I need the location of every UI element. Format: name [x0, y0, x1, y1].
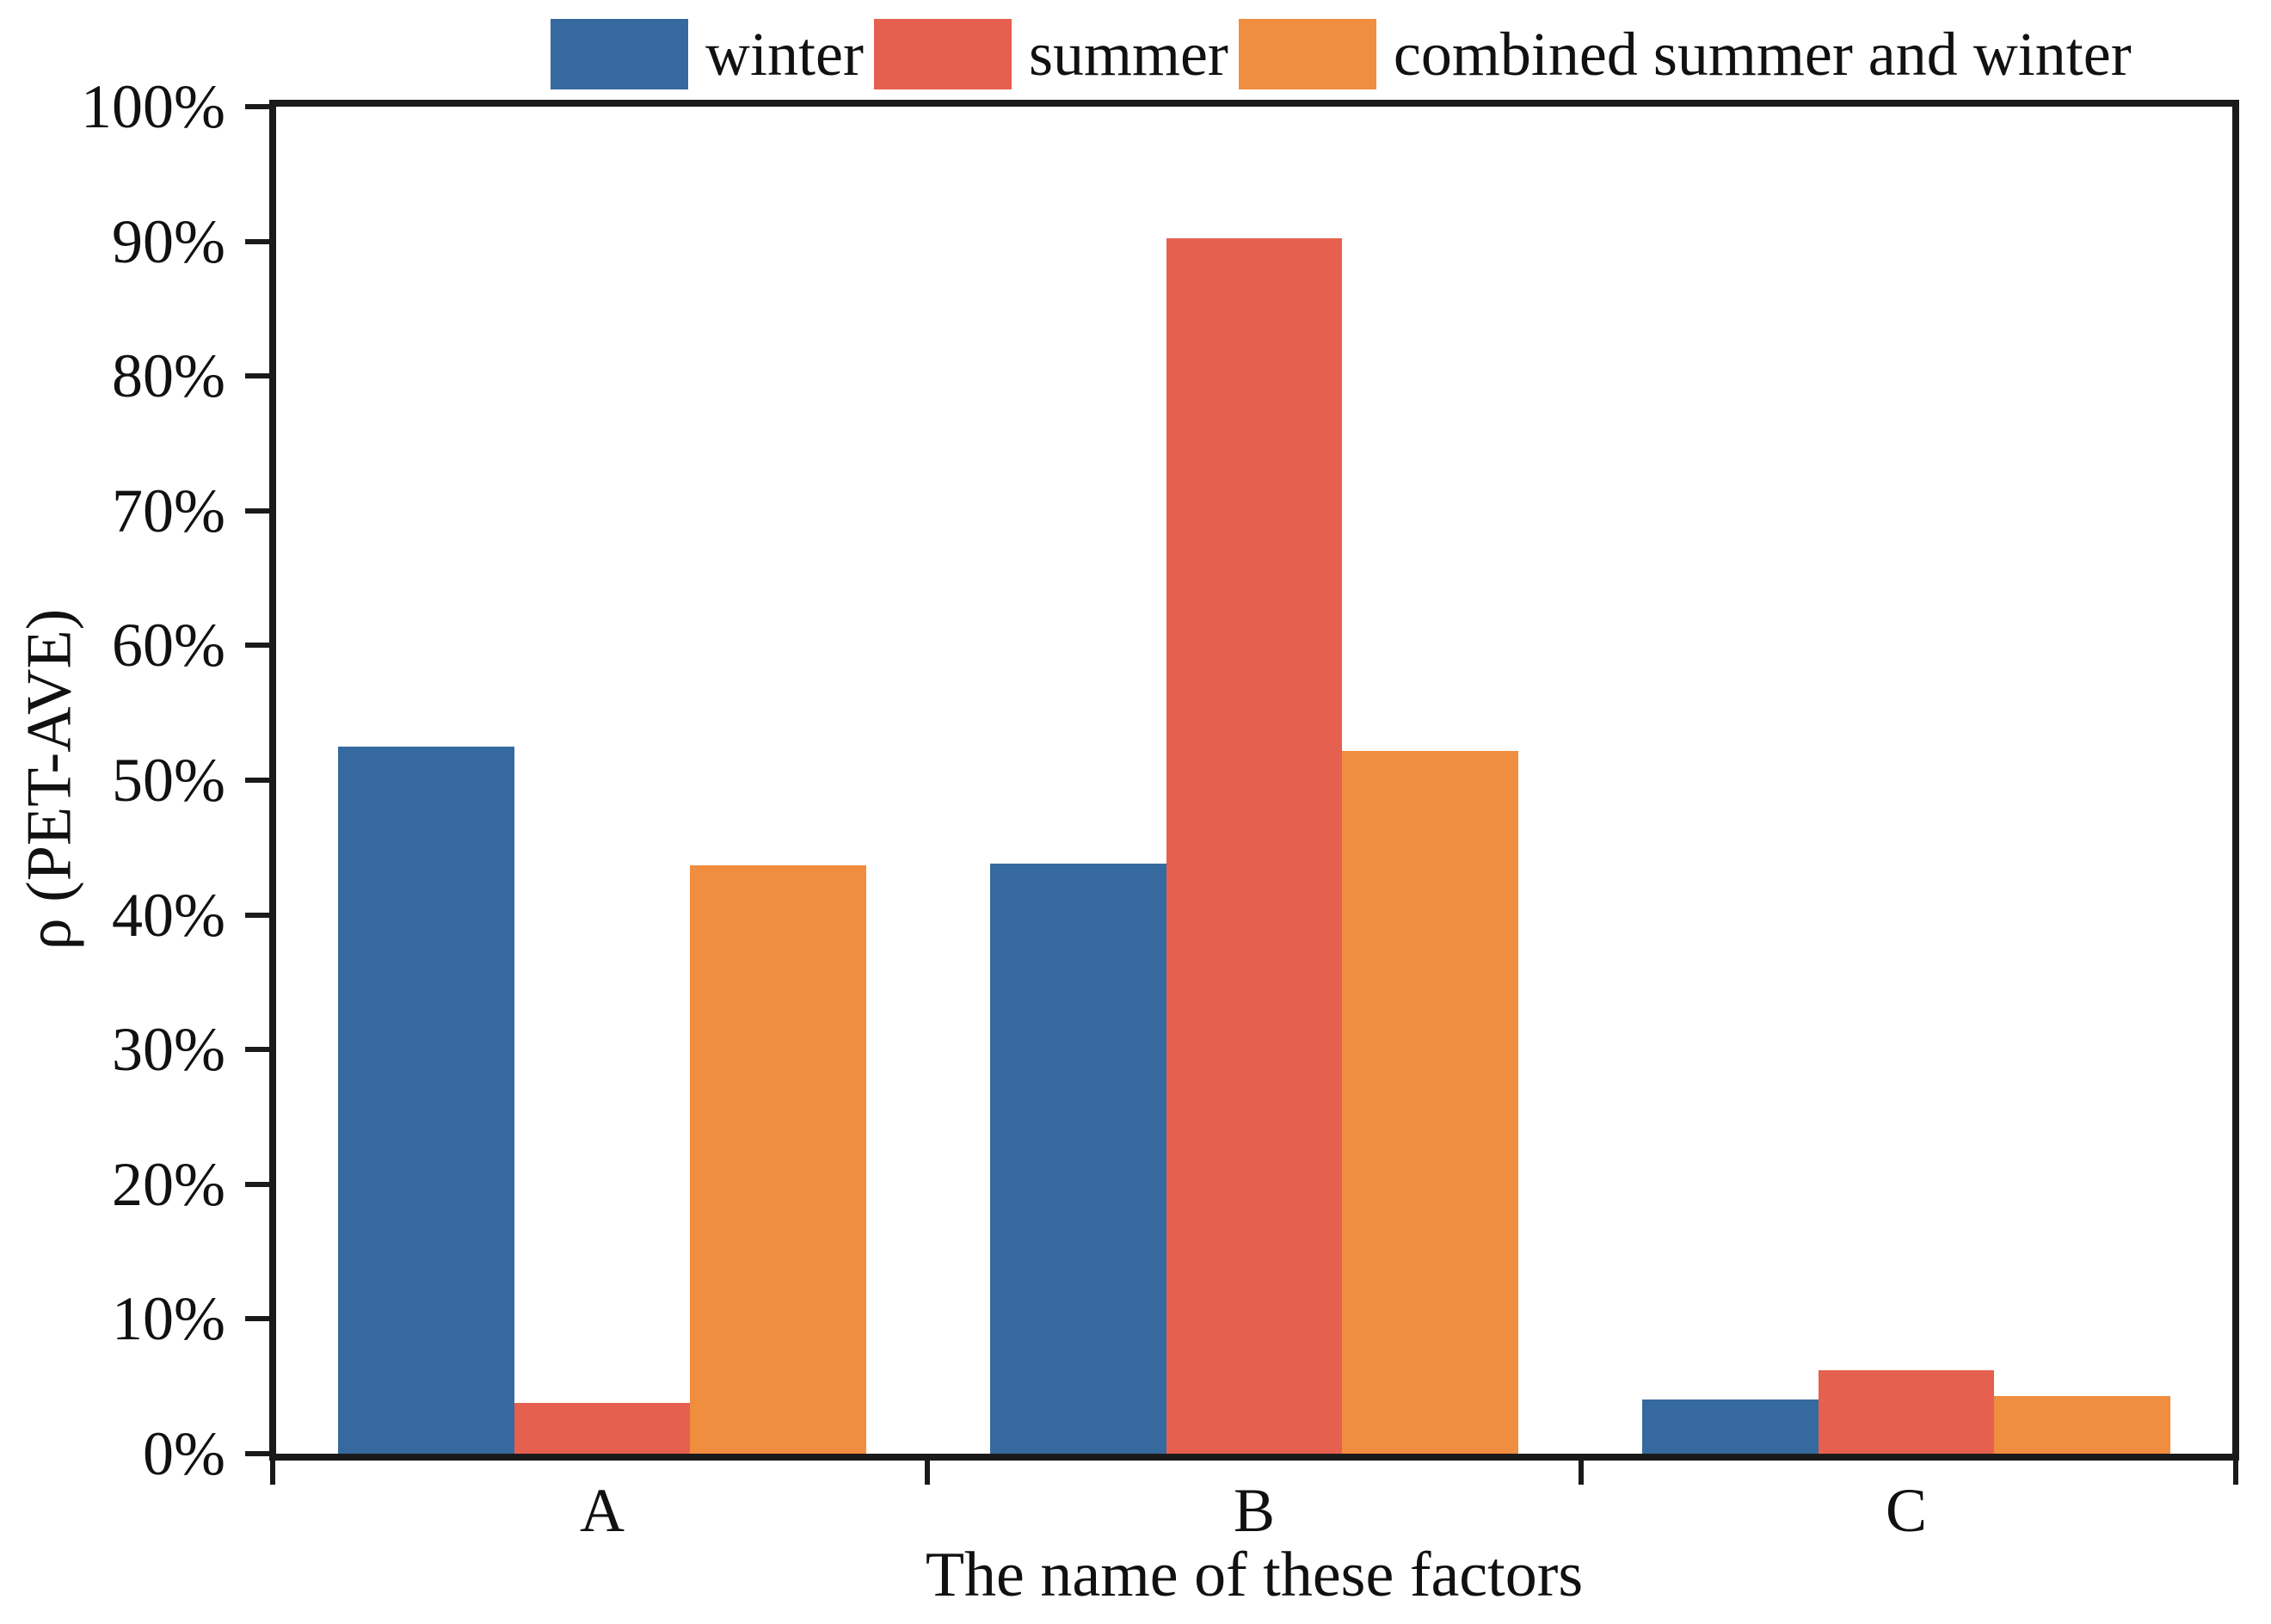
legend-label-winter: winter: [705, 20, 864, 89]
y-tick-label: 80%: [112, 341, 225, 411]
bar-winter-b: [990, 864, 1166, 1454]
category-label-a: A: [580, 1476, 625, 1545]
category-label-c: C: [1885, 1476, 1928, 1545]
winter-swatch-icon: [551, 19, 688, 89]
x-tick-mark: [270, 1461, 275, 1485]
y-tick-mark: [245, 912, 269, 918]
bar-group-a: [276, 107, 928, 1454]
legend-item-winter: winter: [551, 15, 864, 93]
y-tick-label: 70%: [112, 476, 225, 545]
y-tick-label: 90%: [112, 206, 225, 276]
combined-swatch-icon: [1238, 19, 1376, 89]
y-tick-mark: [245, 1316, 269, 1322]
bar-group-c: [1580, 107, 2232, 1454]
y-tick-mark: [245, 1451, 269, 1456]
x-tick-mark: [1579, 1461, 1585, 1485]
y-tick-mark: [245, 643, 269, 649]
y-tick-label: 10%: [112, 1284, 225, 1354]
y-tick-mark: [245, 373, 269, 379]
y-tick-label: 30%: [112, 1015, 225, 1085]
y-tick-mark: [245, 778, 269, 783]
x-tick-mark: [924, 1461, 930, 1485]
y-tick-label: 20%: [112, 1149, 225, 1219]
legend-label-summer: summer: [1028, 20, 1228, 89]
bars-container: [276, 107, 2232, 1454]
y-tick-mark: [245, 508, 269, 514]
y-tick-label: 50%: [112, 746, 225, 815]
y-tick-mark: [245, 104, 269, 109]
y-tick-mark: [245, 1181, 269, 1187]
legend-item-summer: summer: [873, 15, 1228, 93]
x-axis-title: The name of these factors: [925, 1540, 1584, 1610]
y-tick-label: 0%: [143, 1419, 225, 1488]
bar-combined-a: [690, 864, 866, 1454]
summer-swatch-icon: [873, 19, 1012, 89]
y-tick-label: 40%: [112, 880, 225, 950]
bar-summer-c: [1818, 1369, 1995, 1454]
y-tick-mark: [245, 1047, 269, 1053]
category-label-b: B: [1233, 1476, 1276, 1545]
legend-item-combined: combined summer and winter: [1238, 15, 2132, 93]
x-tick-mark: [2233, 1461, 2238, 1485]
bar-combined-c: [1994, 1395, 2170, 1454]
bar-winter-a: [338, 746, 514, 1454]
legend-label-combined: combined summer and winter: [1393, 20, 2132, 89]
y-axis-title: ρ (PET-AVE): [14, 608, 85, 950]
y-tick-label: 100%: [81, 72, 225, 141]
bar-summer-b: [1166, 238, 1343, 1454]
legend: winter summer combined summer and winter: [551, 15, 2132, 93]
plot-area: [269, 100, 2239, 1461]
bar-summer-a: [514, 1402, 691, 1454]
bar-group-b: [928, 107, 1580, 1454]
bar-winter-c: [1642, 1399, 1819, 1454]
y-tick-label: 60%: [112, 611, 225, 680]
bar-combined-b: [1342, 750, 1518, 1454]
y-tick-mark: [245, 238, 269, 244]
